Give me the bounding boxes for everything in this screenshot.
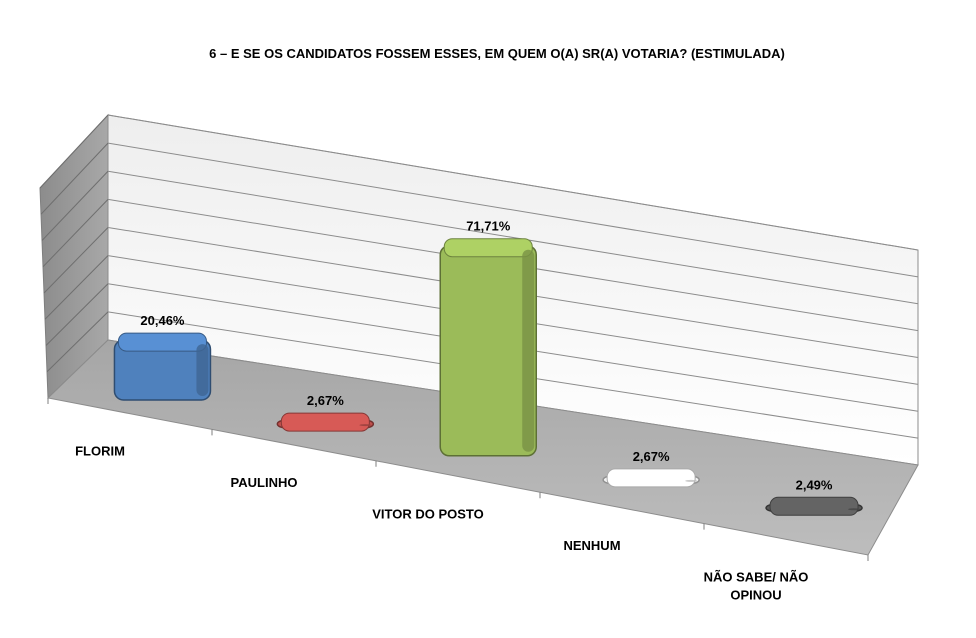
value-label: 71,71% <box>466 219 511 234</box>
bar <box>439 238 537 457</box>
gridline <box>107 114 919 251</box>
gridline <box>107 170 919 305</box>
category-labels-group: FLORIM PAULINHO VITOR DO POSTO NENHUM NÃO SA… <box>75 444 808 603</box>
gridline-side <box>43 227 109 294</box>
value-labels-group: 20,46% 2,67% 71,71% 2,67% 2,49% <box>140 219 833 493</box>
gridline-side <box>41 170 109 241</box>
gridline <box>107 142 919 278</box>
bar <box>276 412 375 432</box>
gridline-side <box>44 255 109 320</box>
gridline-side <box>40 142 109 215</box>
bars-group <box>113 238 863 516</box>
value-label: 2,67% <box>307 393 344 408</box>
gridline-side <box>45 283 109 346</box>
bar <box>602 468 700 488</box>
category-label: FLORIM <box>75 444 125 459</box>
gridline-side <box>42 199 109 268</box>
category-label: VITOR DO POSTO <box>372 507 483 522</box>
value-label: 2,49% <box>796 477 833 492</box>
category-label: PAULINHO <box>231 475 298 490</box>
chart-title: 6 – E SE OS CANDIDATOS FOSSEM ESSES, EM … <box>209 46 785 61</box>
value-label: 20,46% <box>140 313 185 328</box>
category-label: NENHUM <box>563 538 620 553</box>
gridline-side <box>46 311 109 373</box>
bar <box>765 496 863 516</box>
bar <box>113 332 212 401</box>
value-label: 2,67% <box>633 449 670 464</box>
category-label: NÃO SABE/ NÃO OPINOU <box>704 569 809 602</box>
gridline-side <box>39 114 109 189</box>
